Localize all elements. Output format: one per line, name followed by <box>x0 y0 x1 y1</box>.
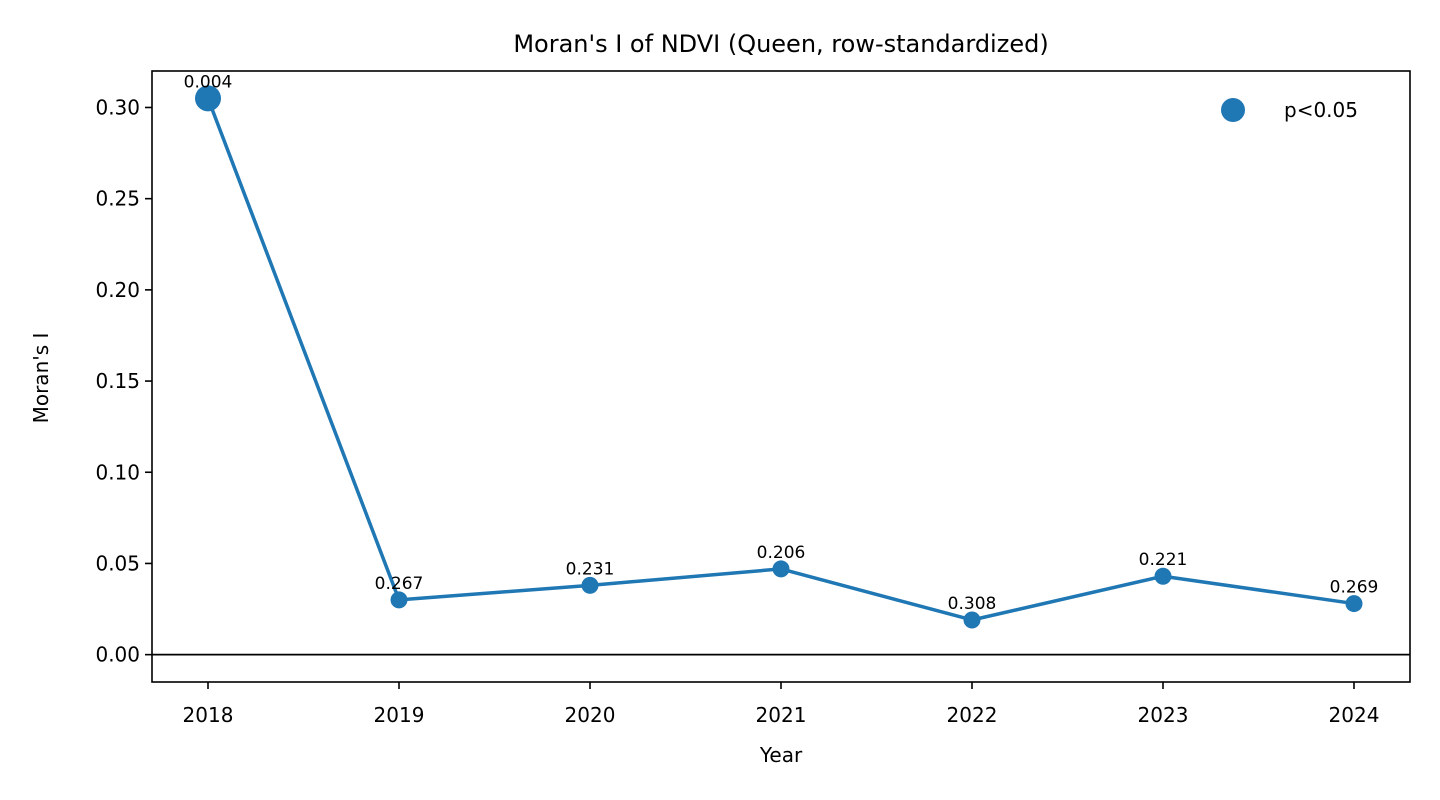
data-label: 0.004 <box>184 72 233 92</box>
x-tick-label: 2022 <box>947 703 998 727</box>
legend-marker <box>1221 98 1245 122</box>
data-label: 0.267 <box>375 574 424 594</box>
x-tick-label: 2020 <box>565 703 616 727</box>
data-label: 0.206 <box>757 543 806 563</box>
legend: p<0.05 <box>1221 98 1358 122</box>
x-tick-label: 2019 <box>374 703 425 727</box>
y-tick-label: 0.15 <box>95 369 140 393</box>
data-point <box>963 611 981 629</box>
significant-point <box>195 85 221 112</box>
y-tick-label: 0.25 <box>95 187 140 211</box>
y-tick-label: 0.10 <box>95 460 140 484</box>
series-layer <box>195 85 1363 629</box>
x-tick-label: 2021 <box>756 703 807 727</box>
x-tick-label: 2023 <box>1138 703 1189 727</box>
data-point <box>1154 567 1172 585</box>
x-tick-label: 2024 <box>1329 703 1380 727</box>
x-axis-title: Year <box>759 743 803 767</box>
y-tick-label: 0.00 <box>95 643 140 667</box>
data-point <box>772 560 790 578</box>
x-tick-label: 2018 <box>183 703 234 727</box>
data-label: 0.308 <box>948 594 997 614</box>
data-label: 0.269 <box>1330 578 1379 598</box>
y-tick-label: 0.20 <box>95 278 140 302</box>
plot-area-frame <box>151 70 1411 683</box>
y-axis-title: Moran's I <box>29 333 53 424</box>
series-line <box>206 97 1355 622</box>
data-point <box>581 576 599 594</box>
data-label: 0.221 <box>1139 550 1188 570</box>
data-point <box>1345 595 1363 613</box>
y-axis: 0.00 0.05 0.10 0.15 0.20 0.25 0.30 <box>95 95 152 667</box>
legend-label: p<0.05 <box>1284 98 1358 122</box>
chart-title: Moran's I of NDVI (Queen, row-standardiz… <box>513 30 1048 58</box>
x-axis: 2018 2019 2020 2021 2022 2023 2024 <box>183 682 1380 727</box>
data-label: 0.231 <box>566 559 615 579</box>
y-tick-label: 0.30 <box>95 95 140 119</box>
data-point <box>390 591 408 609</box>
y-tick-label: 0.05 <box>95 551 140 575</box>
data-labels: 0.004 0.267 0.231 0.206 0.308 0.221 0.269 <box>184 72 1379 614</box>
